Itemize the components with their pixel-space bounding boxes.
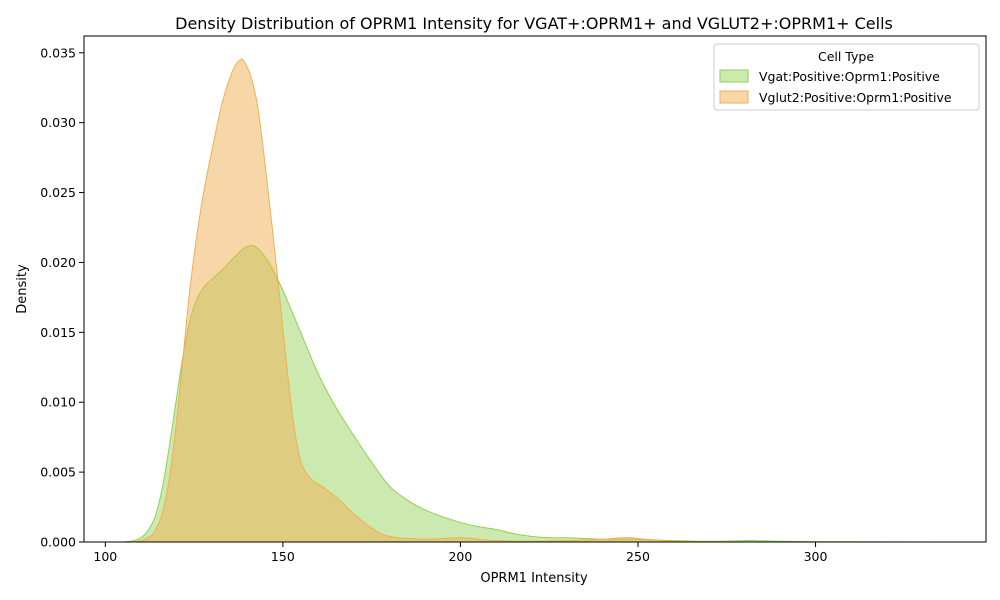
legend-title: Cell Type	[818, 49, 874, 64]
x-tick-label: 250	[626, 549, 650, 564]
y-tick-label: 0.035	[40, 45, 76, 60]
x-axis-label: OPRM1 Intensity	[480, 571, 588, 586]
y-axis: 0.000 0.005 0.010 0.015 0.020 0.025 0.030 0.035	[40, 45, 84, 550]
legend-label-vgat: Vgat:Positive:Oprm1:Positive	[759, 69, 940, 84]
density-line-1	[133, 58, 781, 542]
legend: Cell Type Vgat:Positive:Oprm1:Positive V…	[713, 43, 980, 111]
x-axis: 100 150 200 250 300	[93, 542, 828, 564]
y-tick-label: 0.015	[40, 325, 76, 340]
y-tick-label: 0.005	[40, 465, 76, 480]
x-tick-label: 150	[271, 549, 295, 564]
density-area-0	[123, 245, 940, 542]
chart-title: Density Distribution of OPRM1 Intensity …	[175, 14, 893, 33]
y-tick-label: 0.030	[40, 115, 76, 130]
y-tick-label: 0.020	[40, 255, 76, 270]
y-tick-label: 0.010	[40, 395, 76, 410]
y-tick-label: 0.000	[40, 535, 76, 550]
legend-swatch-vglut2	[719, 90, 749, 104]
legend-label-vglut2: Vglut2:Positive:Oprm1:Positive	[759, 90, 952, 105]
x-tick-label: 300	[804, 549, 828, 564]
y-tick-label: 0.025	[40, 185, 76, 200]
density-areas	[122, 58, 940, 542]
plot-area	[122, 58, 940, 542]
x-tick-label: 200	[448, 549, 472, 564]
y-axis-label: Density	[15, 264, 30, 314]
legend-swatch-vgat	[719, 69, 749, 83]
plot-frame	[83, 35, 987, 543]
density-area-1	[133, 58, 781, 542]
x-tick-label: 100	[93, 549, 117, 564]
legend-frame	[713, 43, 980, 111]
